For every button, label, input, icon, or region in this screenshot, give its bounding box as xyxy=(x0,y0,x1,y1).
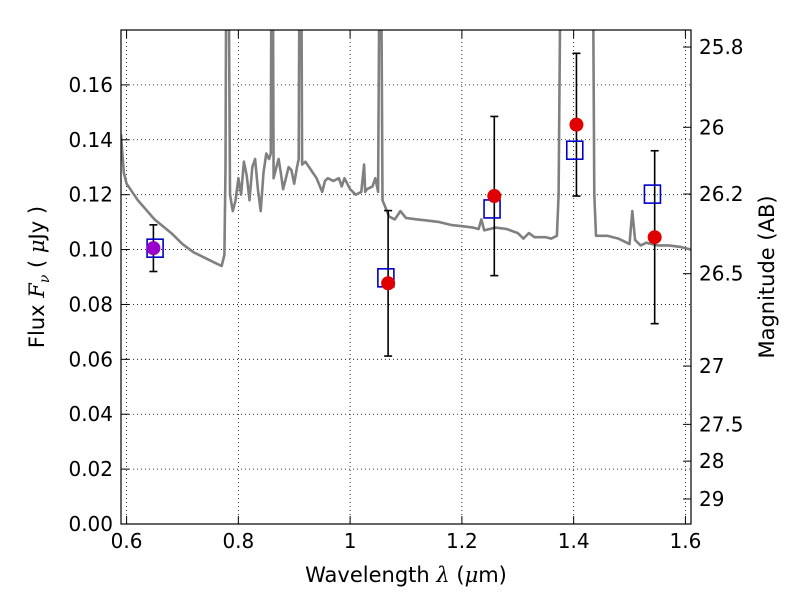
x-tick-label: 1.6 xyxy=(670,529,702,553)
y2-axis-title: Magnitude (AB) xyxy=(755,195,779,358)
observed-photometry-marker xyxy=(146,241,161,256)
x-tick-label: 1.4 xyxy=(558,529,590,553)
y-tick-label: 0.04 xyxy=(68,402,113,426)
sed-curve-line xyxy=(121,30,691,268)
model-photometry-marker xyxy=(565,140,584,161)
y-tick-label: 0.08 xyxy=(68,292,113,316)
y-tick-label: 0.14 xyxy=(68,128,113,152)
observed-photometry-marker xyxy=(647,230,662,245)
y-tick-label: 0.00 xyxy=(68,512,113,536)
x-tick-label: 0.6 xyxy=(111,529,143,553)
y2-tick-label: 25.8 xyxy=(699,35,744,59)
y2-tick-label: 29 xyxy=(699,487,724,511)
sed-model-curve xyxy=(121,30,691,268)
x-tick-label: 1 xyxy=(344,529,357,553)
y2-tick-label: 28 xyxy=(699,449,724,473)
y2-tick-label: 26 xyxy=(699,115,724,139)
y-tick-label: 0.16 xyxy=(68,73,113,97)
plot-frame xyxy=(120,29,692,525)
y2-tick-label: 26.5 xyxy=(699,262,744,286)
y-axis-ticks: 0.00 0.02 0.04 0.06 0.08 0.10 0.12 0.14 0.16 xyxy=(68,73,129,536)
y-tick-label: 0.12 xyxy=(68,183,113,207)
y2-axis-ticks: 25.8 26 26.2 26.5 27 27.5 28 29 xyxy=(683,35,744,511)
y-tick-label: 0.10 xyxy=(68,238,113,262)
x-tick-label: 1.2 xyxy=(446,529,478,553)
observed-photometry-marker xyxy=(381,276,396,291)
y-tick-label: 0.02 xyxy=(68,457,113,481)
y2-tick-label: 26.2 xyxy=(699,182,744,206)
observed-photometry-markers xyxy=(146,117,662,291)
y2-tick-label: 27 xyxy=(699,354,724,378)
plot-background xyxy=(121,30,691,524)
y-tick-label: 0.06 xyxy=(68,347,113,371)
y-axis-title: Flux Fν ( μJy ) xyxy=(25,206,53,348)
y2-tick-label: 27.5 xyxy=(699,412,744,436)
observed-photometry-marker xyxy=(487,189,502,204)
x-axis-ticks: 0.6 0.8 1 1.2 1.4 1.6 xyxy=(111,30,702,553)
x-tick-label: 0.8 xyxy=(222,529,254,553)
model-photometry-marker xyxy=(643,184,662,204)
observed-photometry-marker xyxy=(569,117,584,132)
x-axis-title: Wavelength λ (μm) xyxy=(305,563,507,587)
